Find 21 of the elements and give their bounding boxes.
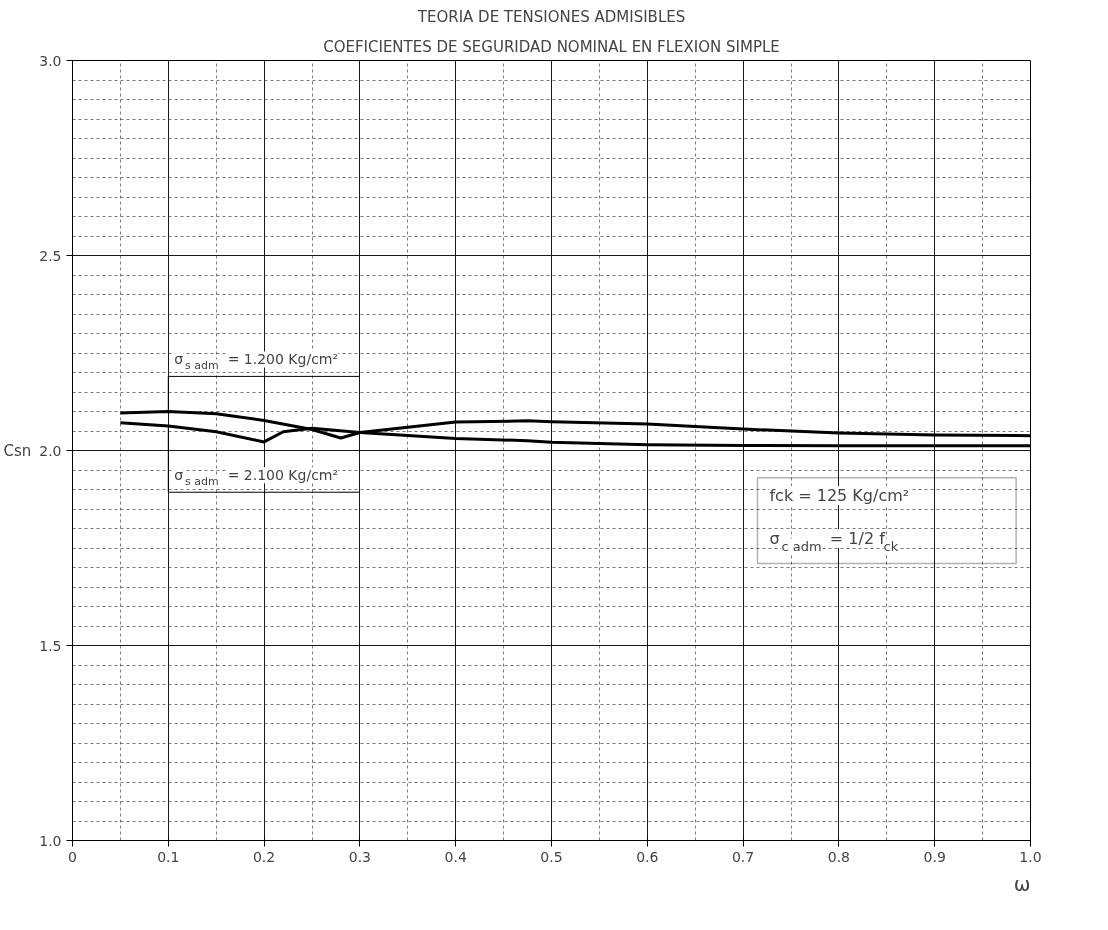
y-tick-label: 1.0: [39, 832, 62, 849]
x-tick-label: 0.8: [827, 848, 851, 865]
y-tick-label: 1.5: [39, 637, 62, 654]
x-tick-label: 0.1: [157, 848, 180, 865]
chart-title: TEORIA DE TENSIONES ADMISIBLES: [416, 7, 686, 26]
x-tick-label: 0: [68, 848, 77, 865]
x-tick-label: 0.2: [252, 848, 276, 865]
x-tick-label: 0.4: [444, 848, 467, 865]
x-tick-label: 0.9: [923, 848, 946, 865]
x-tick-label: 0.3: [348, 848, 372, 865]
chart-subtitle: COEFICIENTES DE SEGURIDAD NOMINAL EN FLEXION SIMPLE: [323, 37, 780, 56]
y-tick-label: 2.0: [39, 442, 62, 459]
y-axis-title: Csn: [3, 441, 32, 460]
x-tick-label: 0.5: [540, 848, 563, 865]
x-tick-label: 0.7: [731, 848, 755, 865]
x-tick-label: 1.0: [1019, 848, 1042, 865]
y-tick-label: 2.5: [39, 247, 62, 264]
x-axis-title: ω: [1013, 871, 1031, 896]
y-tick-label: 3.0: [39, 52, 62, 69]
x-tick-label: 0.6: [636, 848, 659, 865]
annotation: fck = 125 Kg/cm²: [769, 486, 910, 506]
